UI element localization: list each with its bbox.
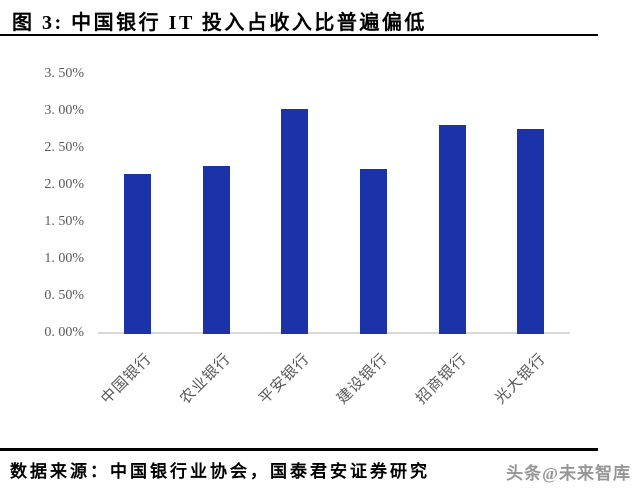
watermark: 头条@未来智库 <box>506 464 631 483</box>
bar <box>438 124 466 334</box>
y-tick-label: 1. 00% <box>44 250 84 266</box>
bar <box>517 129 545 334</box>
y-tick-label: 0. 50% <box>44 287 84 303</box>
y-tick-label: 2. 00% <box>44 176 84 192</box>
x-tick-label: 光大银行 <box>492 350 549 408</box>
y-tick-label: 1. 50% <box>44 213 84 229</box>
title-divider <box>0 34 598 36</box>
data-source: 数据来源：中国银行业协会，国泰君安证券研究 <box>10 462 430 481</box>
bar <box>202 166 230 334</box>
x-axis-line <box>98 331 570 334</box>
y-tick-label: 3. 00% <box>44 102 84 118</box>
y-tick-label: 3. 50% <box>44 66 84 81</box>
bar <box>359 169 387 334</box>
bar <box>123 173 151 334</box>
y-tick-label: 2. 50% <box>44 139 84 155</box>
footer-divider <box>0 448 598 451</box>
x-tick-label: 招商银行 <box>413 350 471 408</box>
bar-chart: 3. 50% 3. 00% 2. 50% 2. 00% 1. 50% 1. 00% 0. 5… <box>44 66 570 408</box>
figure-title: 图 3: 中国银行 IT 投入占收入比普遍偏低 <box>12 12 427 34</box>
x-tick-label: 中国银行 <box>98 350 156 408</box>
x-tick-label: 平安银行 <box>256 350 313 408</box>
x-tick-label: 农业银行 <box>177 350 235 408</box>
bar <box>281 109 309 334</box>
x-tick-label: 建设银行 <box>334 350 392 408</box>
y-tick-label: 0. 00% <box>44 324 84 340</box>
